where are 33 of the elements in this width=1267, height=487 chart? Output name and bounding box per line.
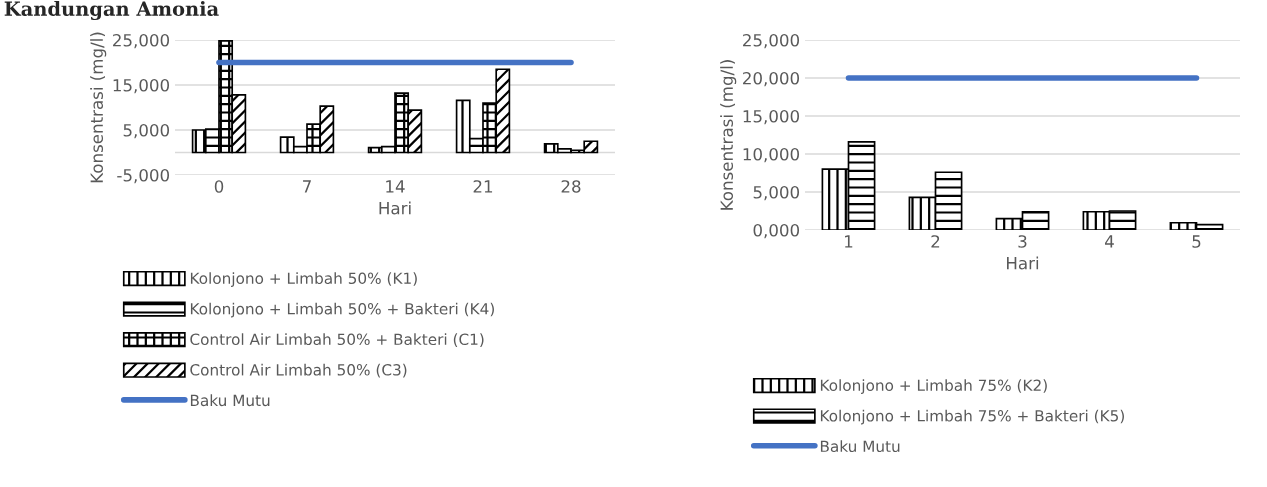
legend-label: Kolonjono + Limbah 75% + Bakteri (K5) (820, 409, 1124, 425)
y-axis-title: Konsentrasi (mg/l) (720, 60, 737, 210)
legend-label: Control Air Limbah 50% + Bakteri (C1) (190, 333, 484, 347)
x-axis-title: Hari (379, 201, 411, 215)
x-tick-label: 4 (1105, 235, 1114, 248)
x-tick-label: 28 (561, 180, 581, 193)
y-axis-title: Konsentrasi (mg/l) (90, 32, 107, 183)
legend-label: Baku Mutu (820, 440, 900, 453)
y-tick-label: 5,000 (753, 185, 800, 201)
x-tick-label: 2 (931, 235, 940, 248)
y-tick-label: 15,000 (743, 109, 800, 125)
legend-label: Kolonjono + Limbah 50% (K1) (190, 272, 417, 287)
y-tick-label: 0,000 (753, 223, 800, 239)
x-tick-label: 5 (1192, 235, 1201, 248)
x-tick-label: 3 (1018, 235, 1027, 248)
legend-label: Baku Mutu (190, 394, 270, 407)
chart-title: Kandungan Amonia (4, 0, 219, 21)
x-tick-label: 21 (473, 180, 493, 193)
legend-label: Kolonjono + Limbah 75% (K2) (820, 379, 1047, 394)
y-tick-label: 25,000 (743, 33, 800, 49)
y-tick-label: 25,000 (113, 33, 170, 49)
legend-label: Kolonjono + Limbah 50% + Bakteri (K4) (190, 302, 494, 318)
x-tick-label: 7 (303, 180, 311, 193)
x-tick-label: 0 (214, 180, 224, 193)
legend-label: Control Air Limbah 50% (C3) (190, 363, 407, 378)
y-tick-label: 10,000 (743, 147, 800, 163)
y-tick-label: 15,000 (113, 78, 170, 94)
y-tick-label: -5,000 (117, 168, 170, 184)
x-tick-label: 14 (386, 180, 405, 193)
x-tick-label: 1 (845, 235, 853, 248)
y-tick-label: 5,000 (123, 123, 170, 139)
x-axis-title: Hari (1007, 256, 1039, 270)
y-tick-label: 20,000 (743, 71, 800, 87)
